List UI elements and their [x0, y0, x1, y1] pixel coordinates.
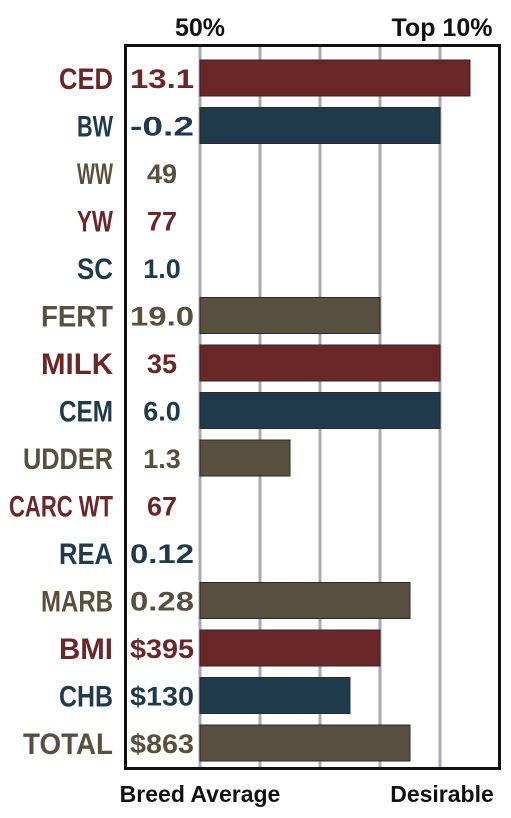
category-label-milk: MILK	[41, 348, 113, 381]
bar-chb	[199, 677, 351, 714]
category-label-ced: CED	[59, 63, 113, 96]
category-label-fert: FERT	[41, 301, 113, 334]
category-label-cem: CEM	[59, 396, 113, 429]
category-label-ww: WW	[77, 158, 113, 191]
bar-marb	[199, 582, 411, 619]
value-label-bmi: $395	[130, 634, 194, 664]
value-label-milk: 35	[147, 349, 177, 379]
bar-cem	[199, 392, 441, 429]
value-label-carc-wt: 67	[147, 492, 177, 522]
value-label-ced: 13.1	[130, 64, 194, 94]
bar-bmi	[199, 629, 381, 667]
category-label-yw: YW	[77, 206, 114, 239]
bar-ced	[199, 59, 471, 97]
label-layer: CED 13.1 BW -0.2 WW 49 YW 77 SC 1.0 FERT 19.0 MILK 35…	[9, 63, 194, 761]
value-label-chb: $130	[130, 682, 194, 712]
category-label-carc-wt: CARC WT	[9, 491, 113, 524]
value-label-marb: 0.28	[130, 587, 194, 617]
category-label-udder: UDDER	[23, 443, 113, 476]
value-label-udder: 1.3	[143, 444, 181, 474]
value-label-sc: 1.0	[143, 254, 181, 284]
value-label-fert: 19.0	[130, 302, 194, 332]
bar-fert	[199, 297, 381, 334]
category-label-marb: MARB	[41, 586, 113, 619]
value-label-bw: -0.2	[130, 112, 194, 142]
bar-total	[199, 724, 411, 762]
top-label-top10: Top 10%	[392, 14, 493, 42]
category-label-sc: SC	[77, 253, 113, 286]
category-label-rea: REA	[59, 538, 113, 571]
category-label-bmi: BMI	[59, 633, 113, 666]
value-label-rea: 0.12	[130, 539, 194, 569]
category-label-bw: BW	[77, 111, 113, 144]
value-label-cem: 6.0	[143, 397, 181, 427]
value-label-ww: 49	[147, 159, 177, 189]
bar-milk	[199, 344, 441, 382]
category-label-total: TOTAL	[23, 728, 113, 761]
category-label-chb: CHB	[59, 681, 113, 714]
bottom-label-breed-average: Breed Average	[120, 781, 281, 807]
chart-frame	[124, 44, 501, 770]
bar-bw	[199, 107, 441, 144]
bar-layer	[199, 59, 471, 762]
value-label-yw: 77	[147, 207, 177, 237]
bar-udder	[199, 439, 291, 477]
value-label-total: $863	[130, 729, 194, 759]
top-label-50: 50%	[175, 14, 225, 42]
bottom-label-desirable: Desirable	[390, 781, 494, 807]
